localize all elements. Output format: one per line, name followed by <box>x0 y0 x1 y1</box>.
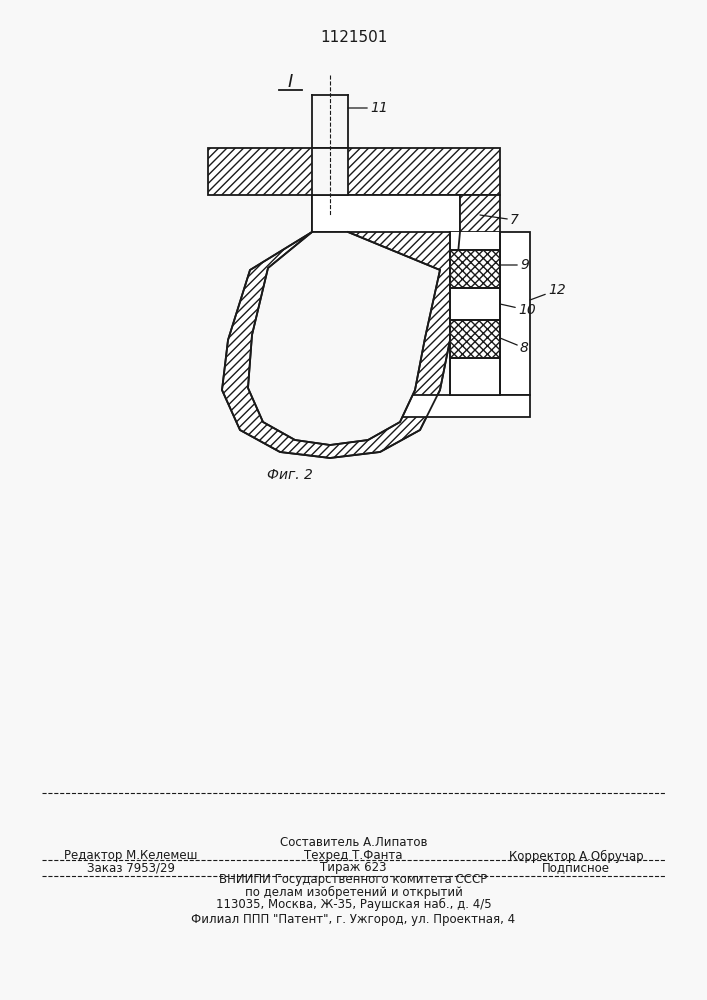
Text: Подписное: Подписное <box>542 861 610 874</box>
Text: по делам изобретений и открытий: по делам изобретений и открытий <box>245 885 462 899</box>
Bar <box>400 395 530 417</box>
Bar <box>312 148 348 195</box>
Bar <box>450 232 500 395</box>
Text: 10: 10 <box>500 303 536 317</box>
Text: Заказ 7953/29: Заказ 7953/29 <box>87 861 175 874</box>
Text: Составитель А.Липатов: Составитель А.Липатов <box>280 836 427 850</box>
Text: 12: 12 <box>530 283 566 300</box>
Text: I: I <box>287 73 293 91</box>
Bar <box>208 148 500 195</box>
Bar <box>312 195 460 232</box>
Bar <box>450 250 500 288</box>
Bar <box>450 288 500 320</box>
Text: 8: 8 <box>500 338 529 355</box>
Text: Корректор А.Обручар: Корректор А.Обручар <box>509 849 643 863</box>
Polygon shape <box>222 195 460 458</box>
Text: 1121501: 1121501 <box>320 30 387 45</box>
Text: 11: 11 <box>348 101 387 115</box>
Bar <box>460 195 500 232</box>
Bar <box>500 232 530 395</box>
Text: 113035, Москва, Ж-35, Раушская наб., д. 4/5: 113035, Москва, Ж-35, Раушская наб., д. … <box>216 897 491 911</box>
Text: 9: 9 <box>500 258 529 272</box>
Polygon shape <box>248 232 440 445</box>
Text: Филиал ППП "Патент", г. Ужгород, ул. Проектная, 4: Филиал ППП "Патент", г. Ужгород, ул. Про… <box>192 914 515 926</box>
Text: 7: 7 <box>480 213 519 227</box>
Text: ВНИИПИ Государственного комитета СССР: ВНИИПИ Государственного комитета СССР <box>219 874 488 886</box>
Bar <box>450 320 500 358</box>
Text: Фиг. 2: Фиг. 2 <box>267 468 312 482</box>
Text: Редактор М.Келемеш: Редактор М.Келемеш <box>64 850 197 862</box>
Text: Тираж 623: Тираж 623 <box>320 861 387 874</box>
Text: Техред Т.Фанта: Техред Т.Фанта <box>304 850 403 862</box>
